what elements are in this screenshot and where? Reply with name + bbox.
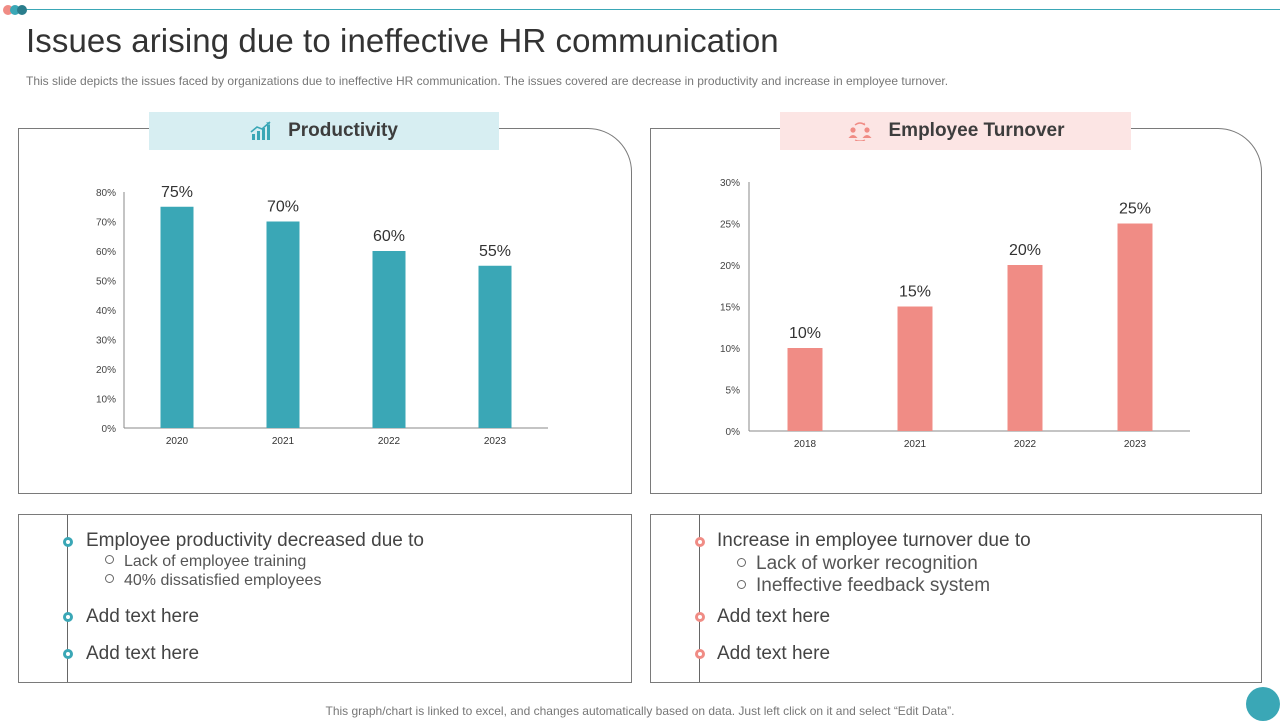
y-tick-label: 5% <box>726 386 741 397</box>
bar-2020[interactable] <box>160 206 194 428</box>
y-tick-label: 20% <box>96 365 116 376</box>
bar-2022[interactable] <box>1007 265 1043 431</box>
x-tick-label: 2018 <box>794 439 817 450</box>
y-tick-label: 0% <box>726 427 741 438</box>
page-subtitle: This slide depicts the issues faced by o… <box>26 74 949 88</box>
bar-value-label: 25% <box>1119 201 1151 218</box>
y-tick-label: 30% <box>720 178 740 189</box>
productivity-sub-bullet-2: 40% dissatisfied employees <box>105 571 321 591</box>
productivity-extra-bullet-1: Add text here <box>86 606 200 627</box>
y-tick-label: 60% <box>96 247 116 258</box>
bullet-marker <box>695 649 705 659</box>
bar-2021[interactable] <box>897 306 933 432</box>
x-tick-label: 2021 <box>272 436 295 447</box>
y-tick-label: 10% <box>96 395 116 406</box>
turnover-extra-bullet-2: Add text here <box>717 643 831 664</box>
y-tick-label: 30% <box>96 336 116 347</box>
productivity-main-bullet: Employee productivity decreased due to <box>86 530 424 551</box>
turnover-header-label: Employee Turnover <box>888 120 1065 141</box>
decorative-dots-icon <box>3 5 27 15</box>
bullet-marker <box>63 649 73 659</box>
bar-value-label: 70% <box>267 199 299 216</box>
sub-bullet-text: Lack of employee training <box>124 553 307 570</box>
turnover-sub-bullet-2: Ineffective feedback system <box>737 575 990 597</box>
top-divider <box>22 9 1280 10</box>
turnover-main-bullet: Increase in employee turnover due to <box>717 530 1031 551</box>
timeline-line <box>699 515 700 682</box>
bullet-marker <box>695 612 705 622</box>
footer-note: This graph/chart is linked to excel, and… <box>325 704 955 718</box>
bar-value-label: 75% <box>161 184 193 201</box>
turnover-extra-bullet-1: Add text here <box>717 606 831 627</box>
productivity-header-label: Productivity <box>288 120 398 141</box>
x-tick-label: 2022 <box>1014 439 1037 450</box>
people-exchange-icon <box>848 122 871 141</box>
growth-chart-icon <box>250 121 271 140</box>
y-tick-label: 80% <box>96 188 116 199</box>
turnover-sub-bullet-1: Lack of worker recognition <box>737 553 978 575</box>
timeline-line <box>67 515 68 682</box>
y-tick-label: 15% <box>720 303 740 314</box>
bar-2021[interactable] <box>266 221 300 429</box>
bar-2018[interactable] <box>787 348 823 431</box>
y-tick-label: 25% <box>720 220 740 231</box>
y-tick-label: 50% <box>96 277 116 288</box>
bar-value-label: 10% <box>789 325 821 342</box>
bar-value-label: 60% <box>373 228 405 245</box>
bar-value-label: 55% <box>479 243 511 260</box>
y-tick-label: 0% <box>102 424 117 435</box>
turnover-header: Employee Turnover <box>780 112 1131 150</box>
productivity-sub-bullet-1: Lack of employee training <box>105 552 306 572</box>
x-tick-label: 2022 <box>378 436 401 447</box>
productivity-bar-chart[interactable]: 0% 10% 20% 30% 40% 50% 60% 70% 80% 75% 2020 70% 2021… <box>18 150 632 490</box>
bullet-marker <box>63 612 73 622</box>
bullet-marker <box>63 537 73 547</box>
bullet-marker <box>695 537 705 547</box>
page-title: Issues arising due to ineffective HR com… <box>26 22 779 59</box>
x-tick-label: 2023 <box>1124 439 1147 450</box>
x-tick-label: 2020 <box>166 436 189 447</box>
y-tick-label: 70% <box>96 218 116 229</box>
x-tick-label: 2023 <box>484 436 507 447</box>
bar-2023[interactable] <box>1117 223 1153 432</box>
bar-2023[interactable] <box>478 265 512 428</box>
productivity-chart-panel[interactable] <box>18 128 632 494</box>
decorative-circle-icon <box>1246 687 1280 721</box>
turnover-chart-panel[interactable] <box>650 128 1262 494</box>
x-tick-label: 2021 <box>904 439 927 450</box>
y-tick-label: 10% <box>720 344 740 355</box>
bar-value-label: 20% <box>1009 242 1041 259</box>
y-tick-label: 40% <box>96 306 116 317</box>
bar-value-label: 15% <box>899 284 931 301</box>
productivity-notes-panel: Employee productivity decreased due to L… <box>18 514 632 683</box>
turnover-bar-chart[interactable]: 0% 5% 10% 15% 20% 25% 30% 10% 2018 15% 2021 20% 2022… <box>650 150 1262 490</box>
productivity-header: Productivity <box>149 112 499 150</box>
sub-bullet-text: Lack of worker recognition <box>756 553 978 574</box>
sub-bullet-text: 40% dissatisfied employees <box>124 572 322 589</box>
turnover-notes-panel: Increase in employee turnover due to Lac… <box>650 514 1262 683</box>
y-tick-label: 20% <box>720 261 740 272</box>
bar-2022[interactable] <box>372 251 406 428</box>
productivity-extra-bullet-2: Add text here <box>86 643 200 664</box>
sub-bullet-text: Ineffective feedback system <box>756 575 991 596</box>
